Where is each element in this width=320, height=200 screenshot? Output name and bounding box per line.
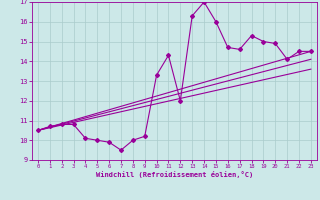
X-axis label: Windchill (Refroidissement éolien,°C): Windchill (Refroidissement éolien,°C) xyxy=(96,171,253,178)
